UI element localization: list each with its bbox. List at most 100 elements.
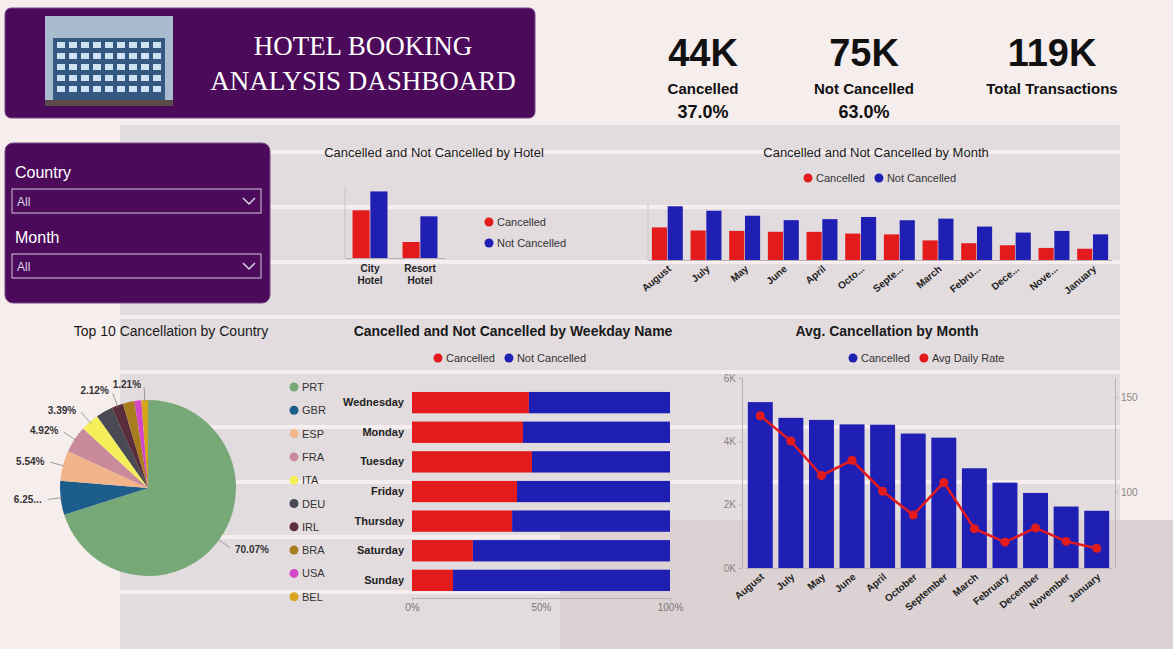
- pie-slice: [141, 400, 148, 488]
- chart: Top 10 Cancellation by Country70.07%6.25…: [14, 323, 326, 603]
- legend-label: BRA: [302, 544, 325, 556]
- legend-swatch: [290, 522, 299, 531]
- bar: [870, 425, 895, 568]
- label-leader: [113, 393, 118, 407]
- x-tick-label: May: [728, 263, 750, 284]
- x-tick-mark: [541, 598, 542, 601]
- filter-panel: CountryAllMonthAll: [5, 143, 270, 303]
- bar: [778, 418, 803, 568]
- dropdown-chevron[interactable]: [243, 198, 255, 204]
- y-tick: Thursday: [354, 515, 404, 527]
- x-tick-label: August: [640, 263, 674, 294]
- dropdown-value[interactable]: All: [17, 195, 30, 209]
- legend-label: Cancelled: [816, 172, 865, 184]
- legend-item: BRA: [290, 544, 326, 556]
- y2-axis: 100150: [1115, 379, 1138, 569]
- x-tick: Septe...: [871, 263, 905, 294]
- bar: [807, 232, 822, 260]
- x-tick-label: November: [1027, 571, 1072, 611]
- dropdown-box[interactable]: [12, 189, 261, 213]
- image-window: [93, 75, 101, 81]
- kpi-share: 37.0%: [677, 102, 728, 122]
- image-window: [129, 86, 137, 92]
- legend-label: USA: [302, 567, 325, 579]
- image-window: [105, 75, 113, 81]
- background-building: [120, 125, 1173, 649]
- chart-title: Avg. Cancellation by Month: [795, 323, 978, 339]
- header-image: [45, 16, 173, 106]
- dashboard-canvas: HOTEL BOOKINGANALYSIS DASHBOARD44KCancel…: [0, 0, 1173, 649]
- bar: [370, 191, 387, 258]
- x-tick-label: January: [1066, 571, 1103, 604]
- image-window: [81, 86, 89, 92]
- x-tick: July: [774, 571, 797, 593]
- legend-swatch: [485, 239, 494, 248]
- data-label: 6.25...: [14, 494, 42, 505]
- x-tick-label: Nove...: [1028, 263, 1060, 293]
- image-window: [129, 75, 137, 81]
- line-marker: [756, 411, 765, 420]
- image-window: [153, 64, 161, 70]
- x-tick-label: June: [764, 263, 789, 287]
- image-window: [93, 53, 101, 59]
- y2-tick-mark: [1115, 492, 1118, 493]
- y-axis: WednesdayMondayTuesdayFridayThursdaySatu…: [343, 390, 412, 595]
- x-tick-label: 50%: [531, 602, 551, 613]
- y-tick-label: Wednesday: [343, 396, 405, 408]
- image-window: [81, 53, 89, 59]
- bar: [977, 227, 992, 260]
- image-window: [69, 53, 77, 59]
- legend-item: GBR: [290, 404, 326, 416]
- bar: [412, 510, 512, 531]
- x-tick: 100%: [658, 598, 684, 613]
- legend-label: Not Cancelled: [887, 172, 956, 184]
- kpi-value: 75K: [829, 32, 899, 74]
- x-tick: ResortHotel: [404, 263, 436, 286]
- x-tick-label: January: [1062, 263, 1099, 296]
- legend-item: Not Cancelled: [874, 172, 956, 184]
- bar: [473, 540, 670, 561]
- legend: CancelledNot Cancelled: [434, 352, 587, 364]
- image-window: [57, 86, 65, 92]
- bar: [1084, 511, 1109, 568]
- chart-title: Cancelled and Not Cancelled by Month: [763, 145, 988, 160]
- image-window: [153, 75, 161, 81]
- bar: [529, 392, 670, 413]
- line-marker: [878, 487, 887, 496]
- dropdown-value[interactable]: All: [17, 260, 30, 274]
- bar: [412, 540, 473, 561]
- bar: [512, 510, 670, 531]
- x-tick-label: ResortHotel: [404, 263, 436, 286]
- legend-item: DEU: [290, 498, 326, 510]
- filter-dropdown[interactable]: All: [12, 254, 261, 278]
- legend-item: USA: [290, 567, 326, 579]
- line-marker: [786, 437, 795, 446]
- header-title: HOTEL BOOKING: [254, 31, 473, 61]
- x-axis-line: [746, 568, 1113, 569]
- image-window: [141, 86, 149, 92]
- legend-label: Not Cancelled: [497, 237, 566, 249]
- legend-label: PRT: [302, 381, 324, 393]
- dropdown-chevron[interactable]: [243, 263, 255, 269]
- kpi-card: 75KNot Cancelled63.0%: [814, 32, 914, 122]
- image-window: [93, 86, 101, 92]
- x-tick-label: Septe...: [871, 263, 905, 294]
- image-window: [81, 64, 89, 70]
- line-marker: [939, 478, 948, 487]
- dropdown-box[interactable]: [12, 254, 261, 278]
- x-tick-label-line: Resort: [404, 263, 436, 274]
- y-axis-line: [742, 379, 743, 569]
- image-window: [69, 42, 77, 48]
- legend-label: Avg Daily Rate: [932, 352, 1005, 364]
- image-window: [141, 75, 149, 81]
- bar: [784, 220, 799, 260]
- data-label: 3.39%: [48, 405, 76, 416]
- filter-dropdown[interactable]: All: [12, 189, 261, 213]
- x-axis: CityHotelResortHotel: [346, 259, 446, 286]
- y-tick-label: Friday: [371, 485, 405, 497]
- legend-item: Cancelled: [849, 352, 910, 364]
- image-window: [81, 42, 89, 48]
- legend-label: GBR: [302, 404, 326, 416]
- x-tick: 50%: [531, 598, 551, 613]
- y2-tick-label: 100: [1121, 487, 1138, 498]
